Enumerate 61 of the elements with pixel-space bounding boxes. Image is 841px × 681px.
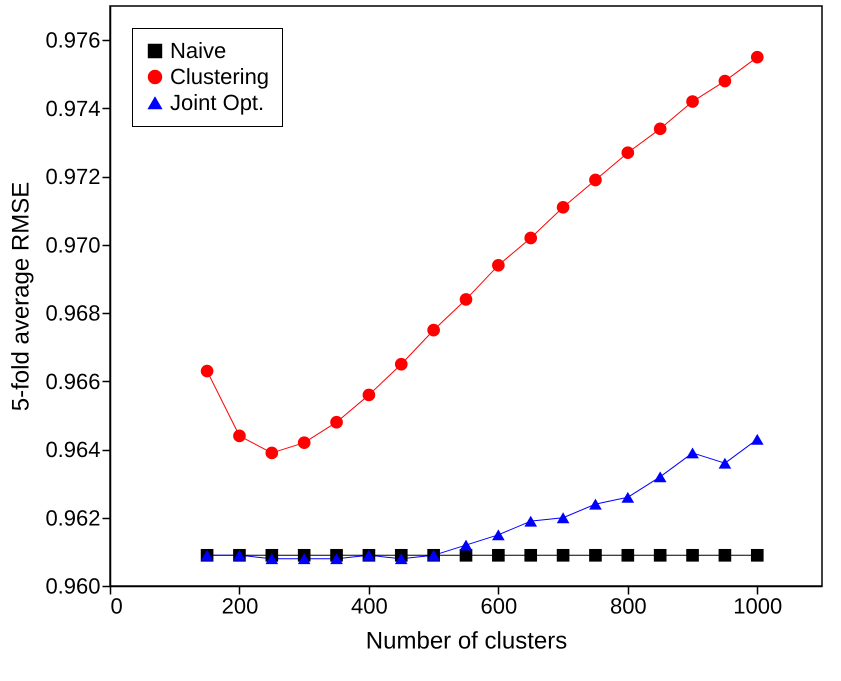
y-tick-label: 0.972 (45, 164, 100, 190)
point (265, 553, 278, 564)
point (394, 553, 408, 564)
x-tick-label: 800 (610, 594, 647, 618)
point (330, 553, 343, 564)
point (200, 364, 214, 378)
point (686, 95, 699, 108)
point (621, 548, 634, 562)
point (589, 548, 602, 562)
x-axis-title: Number of clusters (366, 628, 568, 654)
point (750, 548, 764, 562)
point (718, 548, 732, 562)
point (524, 516, 538, 527)
y-tick-label: 0.970 (45, 232, 100, 258)
y-tick-label: 0.976 (45, 28, 100, 53)
legend-label: Naive (170, 38, 226, 63)
x-tick-label: 200 (222, 594, 258, 618)
point (556, 512, 570, 524)
point (718, 458, 732, 469)
point (298, 436, 311, 450)
point (427, 324, 440, 336)
point (621, 146, 634, 160)
point (394, 358, 408, 371)
point (492, 529, 505, 540)
point (718, 74, 732, 88)
point (524, 548, 538, 562)
point (654, 548, 667, 562)
legend-label: Clustering (170, 64, 270, 89)
point (233, 430, 246, 442)
point (492, 258, 505, 272)
y-tick-label: 0.960 (45, 574, 100, 598)
y-axis-title: 5-fold average RMSE (7, 182, 34, 412)
x-tick-label: 600 (480, 594, 518, 618)
point (686, 447, 699, 458)
point (589, 174, 602, 186)
point (362, 388, 376, 402)
point (556, 200, 570, 214)
point (750, 434, 764, 445)
x-tick-label: 400 (351, 594, 388, 618)
y-tick-label: 0.974 (45, 96, 100, 121)
point (750, 50, 764, 64)
point (686, 548, 699, 562)
point (654, 471, 667, 482)
point (621, 492, 634, 503)
x-tick-label: 0 (110, 594, 123, 618)
y-tick-label: 0.962 (45, 505, 100, 530)
point (460, 293, 472, 306)
point (524, 232, 538, 244)
legend-label: Joint Opt. (170, 90, 264, 115)
point (589, 498, 602, 510)
x-tick-label: 1000 (733, 594, 782, 618)
y-tick-label: 0.964 (45, 437, 100, 462)
point (460, 540, 472, 551)
y-tick-label: 0.968 (45, 300, 100, 326)
y-tick-label: 0.966 (45, 368, 100, 394)
point (492, 548, 505, 562)
point (556, 548, 570, 562)
point (330, 416, 343, 429)
point (298, 553, 311, 564)
point (654, 122, 667, 136)
point (265, 446, 278, 460)
